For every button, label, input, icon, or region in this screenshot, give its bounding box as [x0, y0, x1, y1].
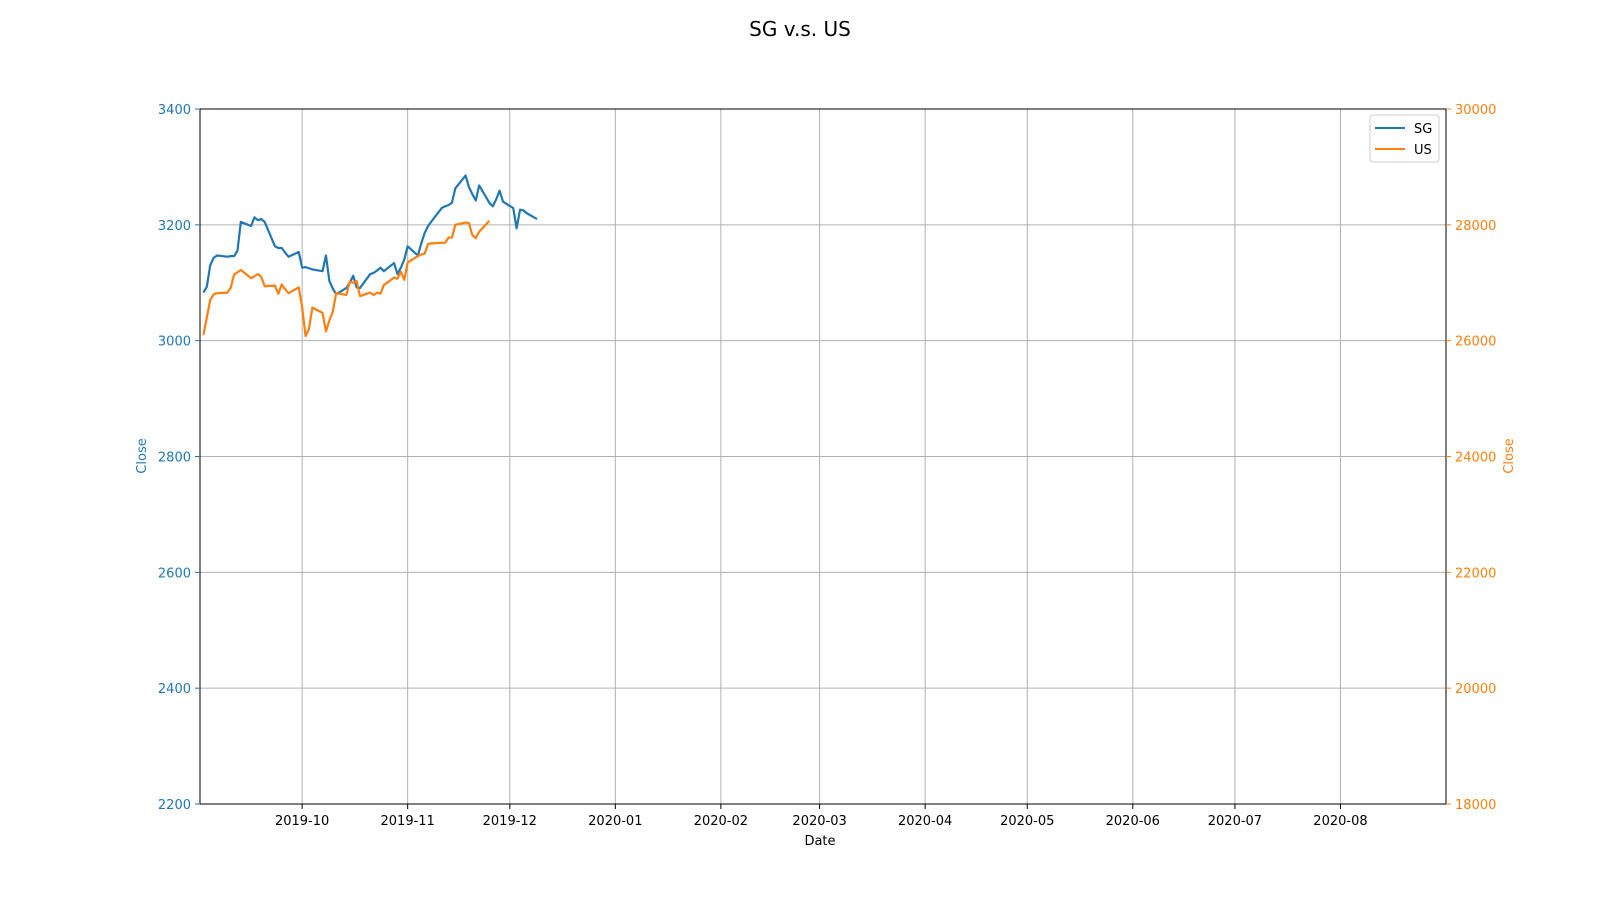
left-y-tick-label: 2800: [158, 451, 191, 466]
x-tick-label: 2020-02: [694, 814, 748, 829]
left-y-tick-label: 3000: [158, 335, 191, 350]
right-y-tick-label: 30000: [1455, 103, 1496, 118]
right-y-tick-label: 24000: [1455, 451, 1496, 466]
x-tick-label: 2020-04: [898, 814, 952, 829]
right-y-tick-label: 26000: [1455, 335, 1496, 350]
x-tick-label: 2019-12: [483, 814, 537, 829]
left-y-tick-label: 2400: [158, 682, 191, 697]
series-line-sg: [202, 174, 538, 296]
x-axis-label: Date: [804, 834, 835, 849]
x-tick-label: 2020-06: [1106, 814, 1160, 829]
right-y-tick-label: 20000: [1455, 682, 1496, 697]
legend-label-us: US: [1414, 143, 1432, 158]
right-y-tick-label: 28000: [1455, 219, 1496, 234]
x-tick-label: 2020-08: [1313, 814, 1367, 829]
grid: [200, 108, 1446, 805]
legend: SG US: [1369, 114, 1440, 163]
left-y-tick-label: 2600: [158, 566, 191, 581]
x-tick-label: 2019-11: [381, 814, 435, 829]
right-y-tick-label: 18000: [1455, 798, 1496, 813]
plot-area: [202, 174, 538, 338]
axes: 2019-10 2019-11 2019-12 2020-01 2020-02 2020-…: [158, 103, 1496, 829]
legend-box: [1369, 114, 1440, 163]
left-y-tick-label: 2200: [158, 798, 191, 813]
x-tick-label: 2020-05: [1000, 814, 1054, 829]
left-y-tick-label: 3400: [158, 103, 191, 118]
x-tick-label: 2019-10: [275, 814, 329, 829]
right-y-tick-label: 22000: [1455, 566, 1496, 581]
x-tick-label: 2020-01: [588, 814, 642, 829]
series-line-us: [202, 220, 491, 338]
left-y-axis-label: Close: [135, 438, 150, 473]
x-tick-label: 2020-03: [792, 814, 846, 829]
x-tick-label: 2020-07: [1208, 814, 1262, 829]
legend-label-sg: SG: [1414, 122, 1432, 137]
right-y-axis-label: Close: [1502, 438, 1517, 473]
chart-title: SG v.s. US: [749, 17, 851, 41]
left-y-tick-label: 3200: [158, 219, 191, 234]
